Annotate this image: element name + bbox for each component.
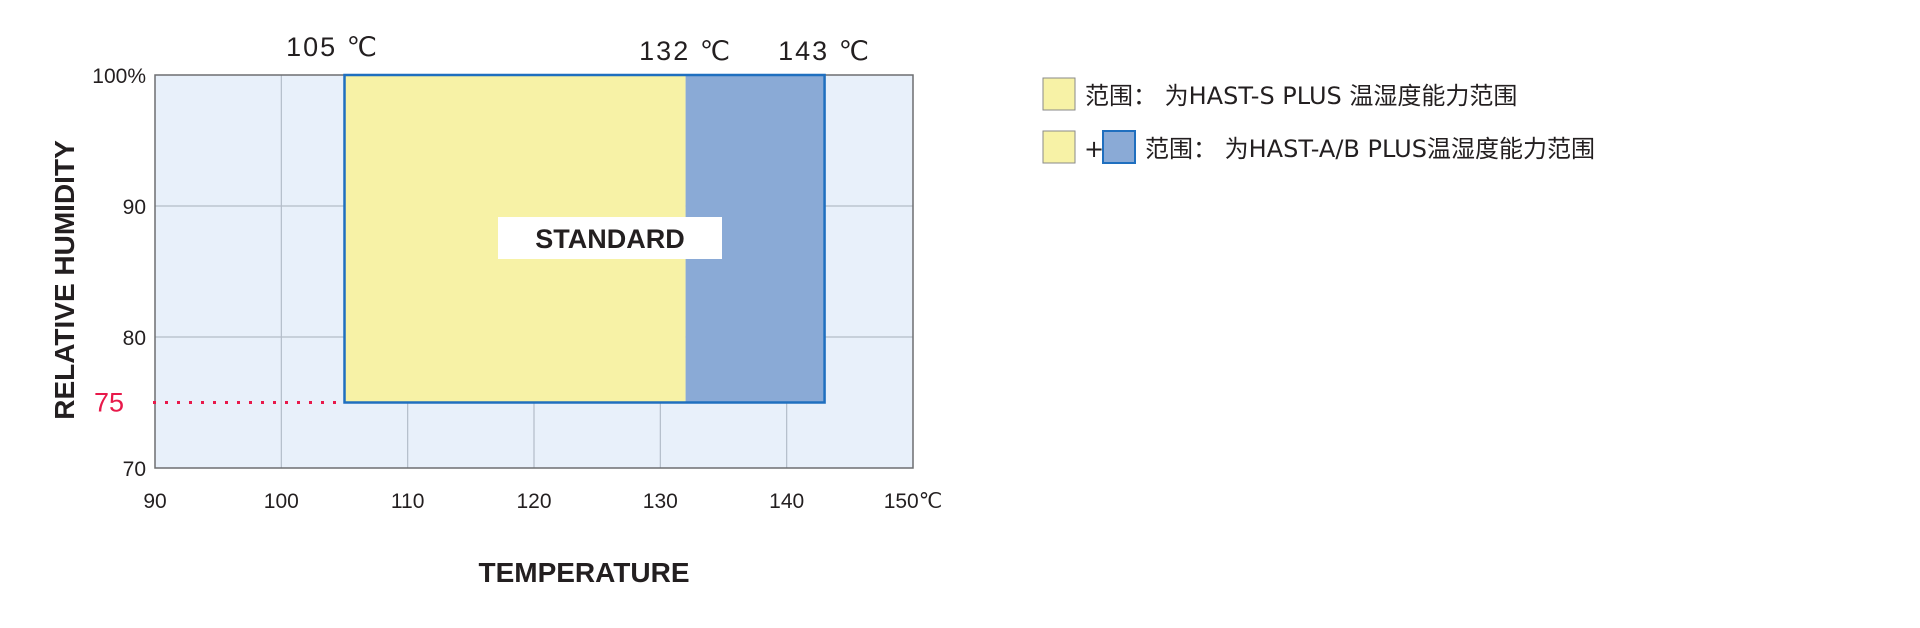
x-tick-label: 100 xyxy=(264,490,299,513)
x-tick-label: 140 xyxy=(769,490,804,513)
plot-area: 90 100 110 120 130 140 150℃ 70 80 90 100% 75 105 ℃ 13… xyxy=(92,32,942,513)
region-outline xyxy=(343,73,826,404)
legend-swatch xyxy=(1042,130,1076,164)
x-tick-label: 110 xyxy=(391,490,424,513)
y-tick-label: 70 xyxy=(123,458,146,481)
legend-swatch xyxy=(1102,130,1136,164)
legend-entry-text: 范围： 为HAST-A/B PLUS温湿度能力范围 xyxy=(1145,135,1595,163)
legend-entry-text: 范围： 为HAST-S PLUS 温湿度能力范围 xyxy=(1085,82,1517,110)
y-tick-label: 90 xyxy=(123,196,146,219)
legend-swatch xyxy=(1042,77,1076,111)
top-temperature-label: 132 ℃ xyxy=(639,36,732,66)
legend: 范围： 为HAST-S PLUS 温湿度能力范围 + 范围： 为HAST-A/B P… xyxy=(1042,77,1595,164)
x-axis-label: TEMPERATURE xyxy=(478,557,689,588)
top-temperature-label: 105 ℃ xyxy=(286,32,379,62)
x-tick-label: 150℃ xyxy=(884,490,943,513)
x-tick-label: 120 xyxy=(516,490,551,513)
y-axis-label: RELATIVE HUMIDITY xyxy=(49,140,80,420)
annotation-box xyxy=(498,217,722,259)
y-tick-label: 80 xyxy=(123,327,146,350)
annotation-standard: STANDARD xyxy=(535,224,685,254)
top-temperature-label: 143 ℃ xyxy=(778,36,871,66)
highlight-label-75: 75 xyxy=(94,388,124,418)
x-tick-label: 130 xyxy=(643,490,678,513)
x-tick-label: 90 xyxy=(143,490,166,513)
legend-plus: + xyxy=(1084,135,1104,163)
y-tick-label: 100% xyxy=(92,65,146,88)
